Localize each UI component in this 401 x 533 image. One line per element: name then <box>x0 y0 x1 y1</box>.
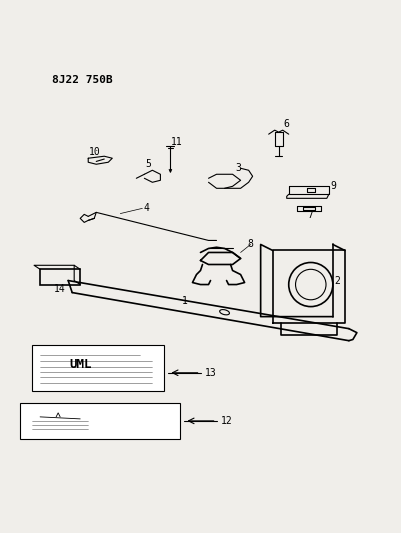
Text: 1: 1 <box>182 296 187 305</box>
Text: UML: UML <box>69 358 91 372</box>
Text: 13: 13 <box>205 368 217 378</box>
Text: 2: 2 <box>334 276 340 286</box>
Bar <box>32 345 164 391</box>
Text: 12: 12 <box>221 416 233 426</box>
Text: 8: 8 <box>248 239 253 249</box>
Text: 3: 3 <box>236 163 241 173</box>
Text: 5: 5 <box>146 159 151 169</box>
Text: 14: 14 <box>54 284 66 294</box>
Text: 11: 11 <box>170 137 182 147</box>
Text: 10: 10 <box>88 147 100 157</box>
Text: 4: 4 <box>144 204 149 213</box>
Text: 7: 7 <box>308 210 314 220</box>
Text: 6: 6 <box>284 119 290 129</box>
Bar <box>20 403 180 439</box>
Text: 8J22 750B: 8J22 750B <box>52 75 113 85</box>
Text: 9: 9 <box>330 181 336 191</box>
